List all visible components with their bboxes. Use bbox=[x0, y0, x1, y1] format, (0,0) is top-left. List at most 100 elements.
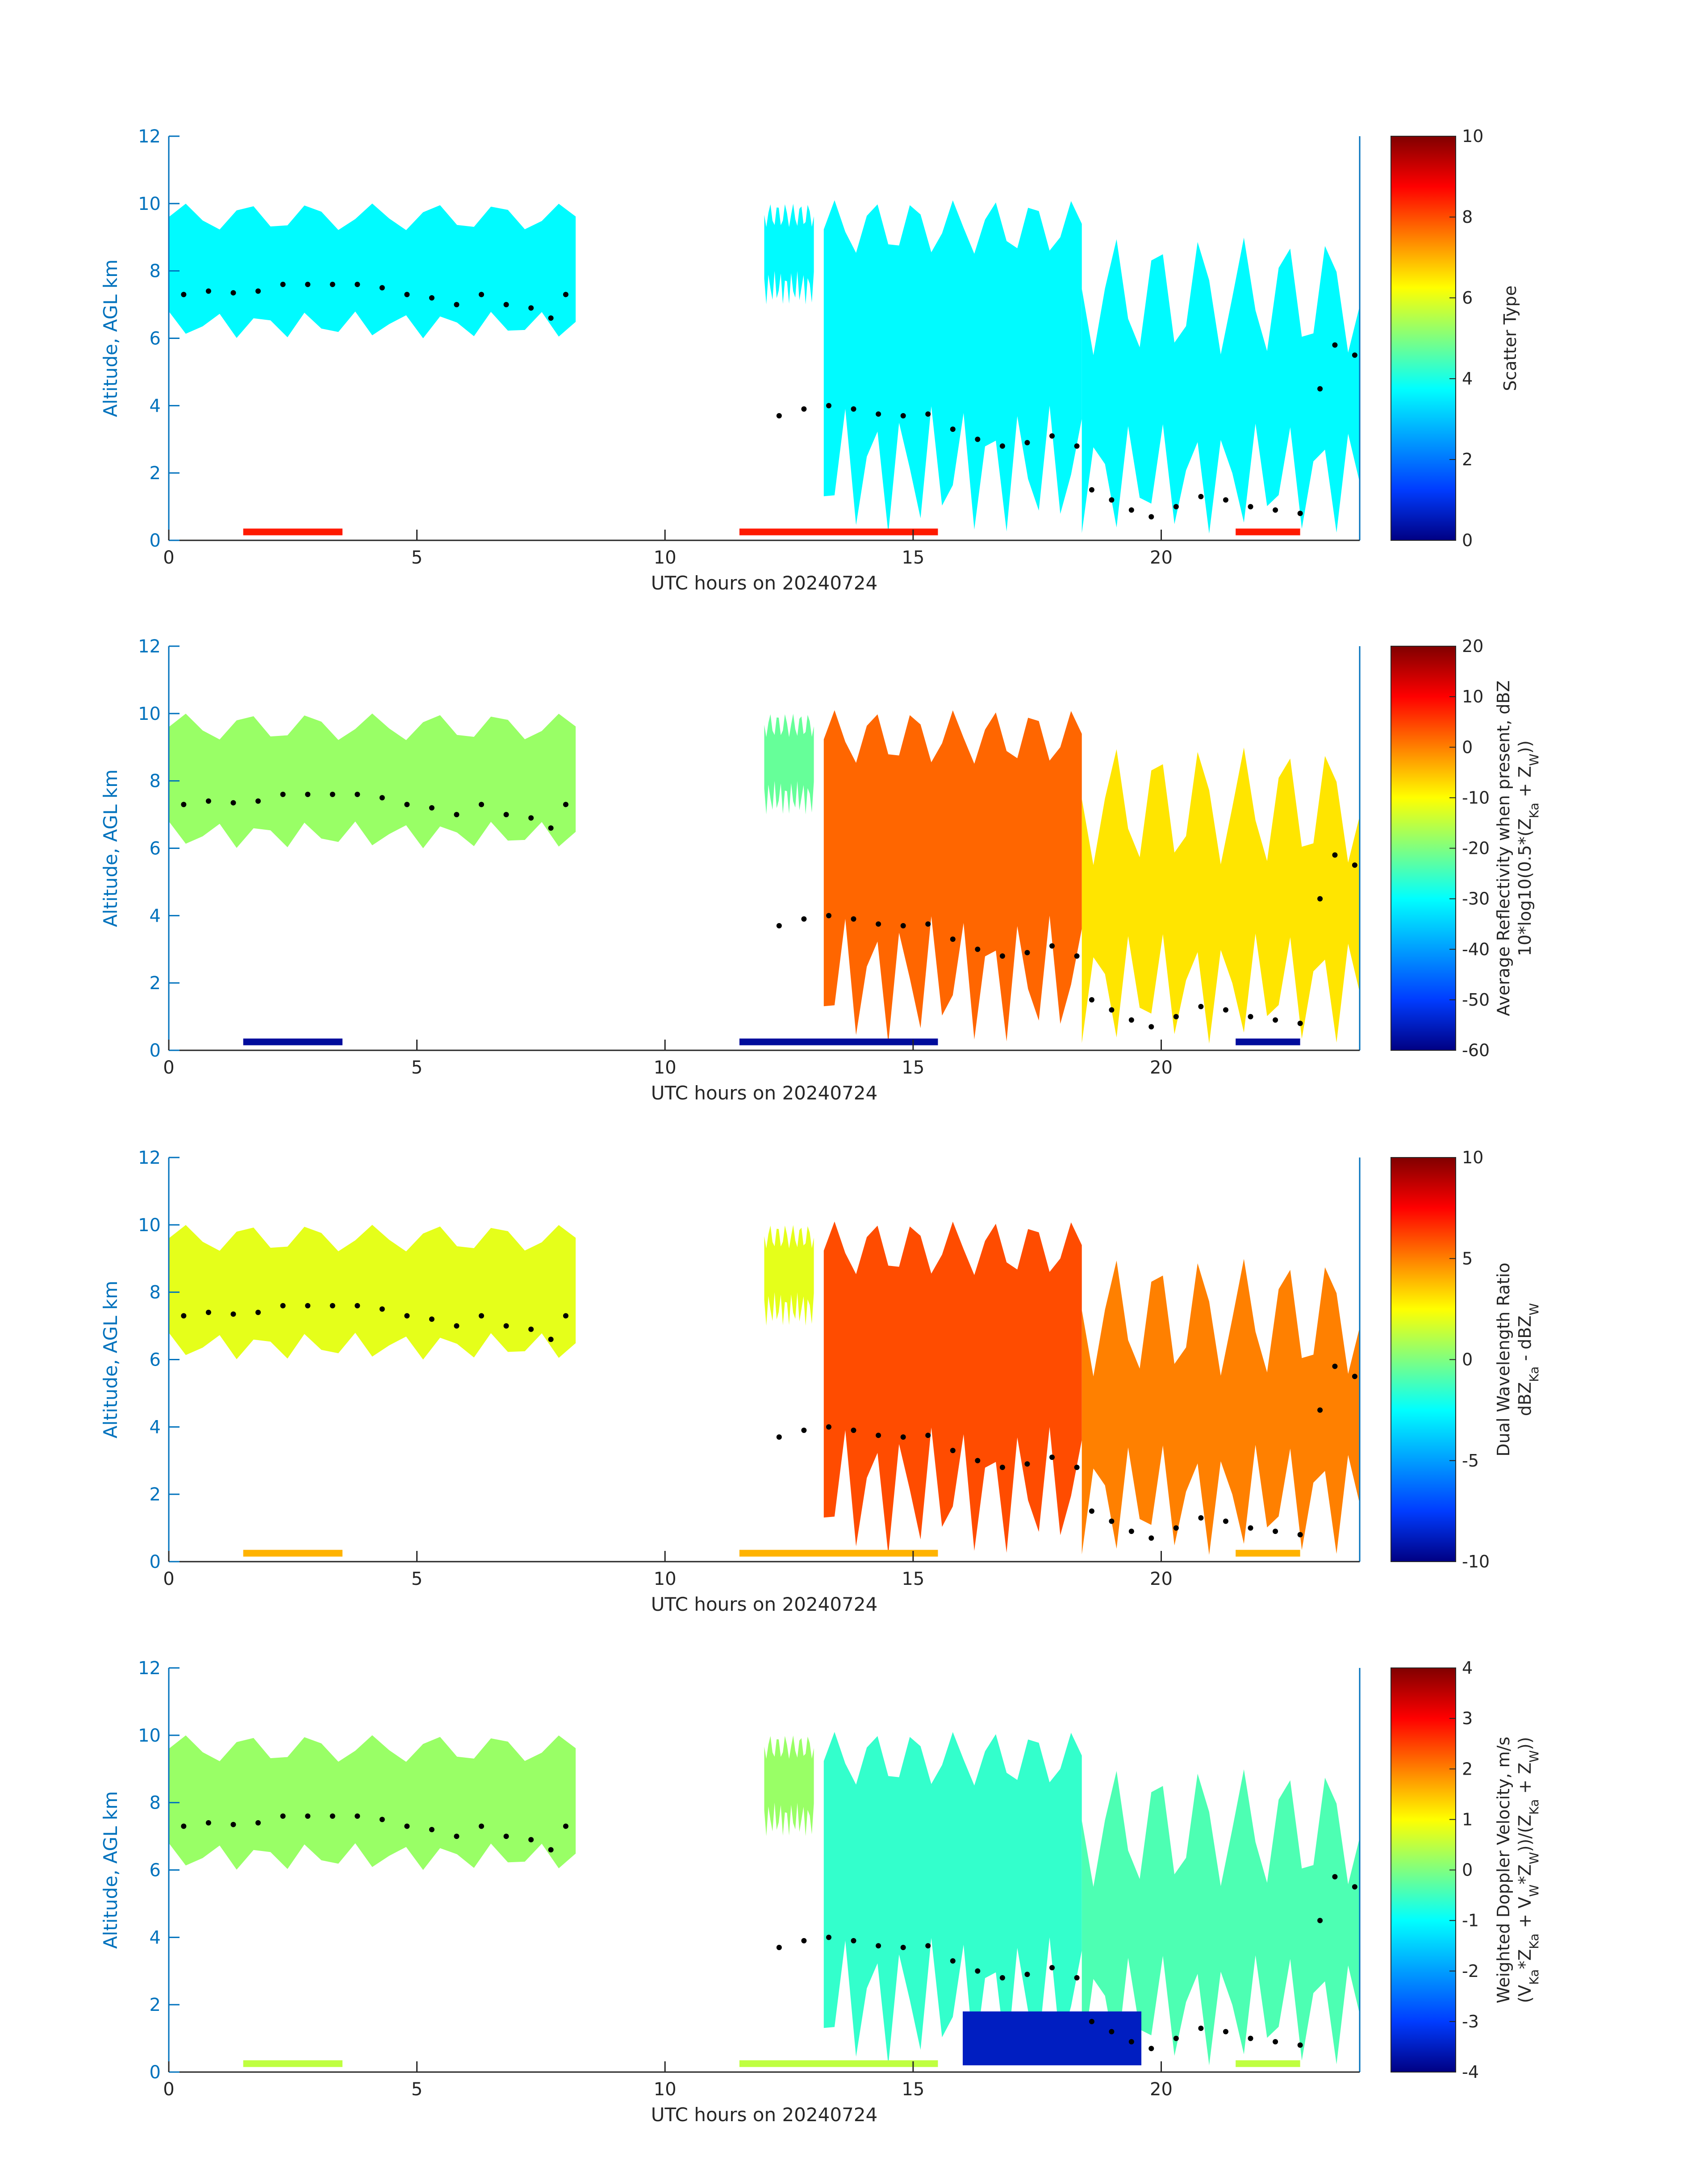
cloud-region bbox=[823, 200, 1082, 534]
colorbar-tick-label: -40 bbox=[1462, 940, 1490, 959]
y-tick-label: 6 bbox=[150, 1350, 161, 1371]
colorbar-tick-label: 0 bbox=[1462, 1350, 1473, 1370]
cloud-layer-point bbox=[404, 1823, 410, 1829]
cloud-region bbox=[169, 1224, 576, 1360]
x-tick-label: 5 bbox=[411, 547, 422, 568]
cloud-layer-point bbox=[205, 798, 211, 804]
cloud-layer-point bbox=[563, 292, 568, 297]
chart-panel-average-reflectivity: 0 2 4 6 8 10 12 0 5 10 15 20 UTC hours on 20240724 Al… bbox=[100, 636, 1541, 1104]
x-tick-label: 0 bbox=[163, 547, 174, 568]
x-tick-label: 10 bbox=[654, 547, 677, 568]
cloud-layer-point bbox=[181, 1823, 187, 1829]
colorbar-tick-label: 10 bbox=[1462, 1148, 1483, 1167]
cloud-layer-point bbox=[1089, 487, 1094, 493]
colorbar-tick-label: 10 bbox=[1462, 687, 1483, 706]
cloud-layer-point bbox=[1223, 1007, 1228, 1013]
cloud-region bbox=[764, 1735, 814, 1836]
cloud-layer-point bbox=[305, 281, 311, 287]
cloud-layer-point bbox=[1352, 1884, 1357, 1890]
y-tick-label: 0 bbox=[150, 1040, 161, 1061]
x-tick-label: 0 bbox=[163, 1057, 174, 1078]
cloud-layer-point bbox=[1109, 2029, 1115, 2035]
cloud-layer-point bbox=[503, 1323, 509, 1329]
cloud-layer-point bbox=[1173, 1525, 1179, 1531]
y-tick-label: 2 bbox=[150, 1484, 161, 1505]
y-tick-label: 10 bbox=[138, 194, 161, 214]
cloud-layer-point bbox=[563, 1313, 568, 1319]
cloud-layer-point bbox=[876, 921, 881, 927]
y-tick-label: 6 bbox=[150, 1860, 161, 1881]
cloud-region bbox=[169, 1735, 576, 1870]
cloud-layer-point bbox=[230, 800, 236, 806]
colorbar-tick-label: 2 bbox=[1462, 450, 1473, 469]
x-tick-label: 20 bbox=[1150, 1057, 1173, 1078]
cloud-layer-point bbox=[479, 802, 484, 807]
y-tick-label: 10 bbox=[138, 1726, 161, 1746]
cloud-layer-point bbox=[1317, 1918, 1323, 1923]
y-tick-label: 2 bbox=[150, 463, 161, 484]
cloud-layer-point bbox=[1109, 1518, 1115, 1524]
cloud-region bbox=[823, 710, 1082, 1044]
cloud-layer-point bbox=[330, 791, 335, 797]
colorbar-label: Weighted Doppler Velocity, m/s bbox=[1494, 1737, 1513, 2003]
surface-echo bbox=[1236, 2060, 1300, 2067]
cloud-layer-point bbox=[479, 292, 484, 297]
cloud-layer-point bbox=[1317, 896, 1323, 902]
cloud-layer-point bbox=[950, 936, 956, 942]
y-tick-label: 10 bbox=[138, 704, 161, 724]
surface-echo bbox=[243, 1038, 342, 1045]
cloud-layer-point bbox=[280, 791, 286, 797]
cloud-layer-point bbox=[1198, 1003, 1204, 1009]
cloud-layer-point bbox=[1074, 443, 1080, 449]
cloud-layer-point bbox=[999, 1975, 1005, 1981]
cloud-layer-point bbox=[503, 1834, 509, 1839]
cloud-region bbox=[823, 1732, 1082, 2065]
cloud-layer-point bbox=[1128, 1529, 1134, 1534]
cloud-layer-point bbox=[454, 812, 459, 818]
heatmap-area bbox=[169, 200, 1360, 535]
cloud-layer-point bbox=[454, 302, 459, 308]
y-axis-label: Altitude, AGL km bbox=[100, 1281, 121, 1438]
cloud-layer-point bbox=[1173, 1014, 1179, 1020]
cloud-layer-point bbox=[1128, 1017, 1134, 1023]
y-tick-label: 4 bbox=[150, 1927, 161, 1948]
cloud-layer-point bbox=[900, 413, 906, 418]
cloud-layer-point bbox=[1273, 507, 1278, 513]
colorbar-tick-label: -10 bbox=[1462, 788, 1490, 807]
x-tick-label: 0 bbox=[163, 2079, 174, 2100]
cloud-layer-point bbox=[379, 1817, 385, 1822]
cloud-layer-point bbox=[479, 1313, 484, 1319]
y-tick-label: 12 bbox=[138, 1148, 161, 1168]
cloud-layer-point bbox=[379, 795, 385, 801]
y-tick-label: 6 bbox=[150, 839, 161, 859]
y-tick-label: 0 bbox=[150, 1552, 161, 1572]
y-tick-label: 12 bbox=[138, 126, 161, 147]
colorbar bbox=[1391, 1667, 1456, 2073]
colorbar-label: Scatter Type bbox=[1500, 285, 1520, 391]
cloud-layer-point bbox=[826, 403, 831, 409]
y-tick-label: 0 bbox=[150, 531, 161, 551]
cloud-layer-point bbox=[429, 1316, 434, 1322]
surface-echo bbox=[739, 528, 938, 535]
colorbar-tick-label: -4 bbox=[1462, 2062, 1479, 2082]
colorbar-tick-label: 6 bbox=[1462, 288, 1473, 308]
cloud-layer-point bbox=[330, 1813, 335, 1819]
cloud-layer-point bbox=[280, 281, 286, 287]
cloud-region bbox=[1082, 748, 1360, 1044]
x-tick-label: 10 bbox=[654, 2079, 677, 2100]
cloud-layer-point bbox=[900, 923, 906, 928]
cloud-layer-point bbox=[950, 1448, 956, 1454]
colorbar-tick-label: -30 bbox=[1462, 889, 1490, 909]
cloud-layer-point bbox=[1109, 1007, 1115, 1013]
cloud-layer-point bbox=[1332, 852, 1338, 858]
x-axis-label: UTC hours on 20240724 bbox=[651, 572, 878, 594]
cloud-layer-point bbox=[975, 1458, 981, 1463]
surface-echo bbox=[739, 1038, 938, 1045]
cloud-layer-point bbox=[563, 1823, 568, 1829]
cloud-layer-point bbox=[528, 1326, 534, 1332]
cloud-layer-point bbox=[1173, 504, 1179, 510]
cloud-layer-point bbox=[429, 295, 434, 301]
cloud-layer-point bbox=[1148, 1535, 1154, 1541]
cloud-layer-point bbox=[1148, 1024, 1154, 1030]
chart-panel-dual-wavelength-ratio: 0 2 4 6 8 10 12 0 5 10 15 20 UTC hours on 20240724 Al… bbox=[100, 1148, 1541, 1615]
